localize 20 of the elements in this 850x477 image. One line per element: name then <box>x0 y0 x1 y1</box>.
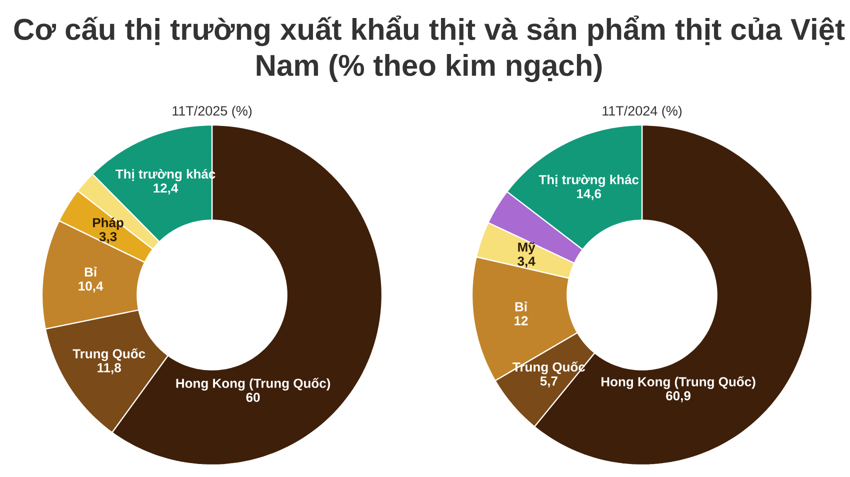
chart-subtitle: 11T/2025 (%) <box>172 106 252 118</box>
data-label: 10,4 <box>78 281 104 293</box>
data-label: 12,4 <box>154 183 178 195</box>
slice-label: Bỉ <box>84 266 97 277</box>
slice-label: Mỹ <box>518 242 536 254</box>
data-label: 3,3 <box>99 232 117 244</box>
data-label: 60 <box>246 392 260 402</box>
data-label: 14,6 <box>577 189 602 200</box>
slice-label: Bỉ <box>515 302 528 312</box>
data-label: 11,8 <box>98 363 121 374</box>
slice-label: Thị trường khác <box>538 174 639 187</box>
data-label: 60,9 <box>666 391 690 402</box>
chart-title: Cơ cấu thị trường xuất khẩu thịt và sản phẩm thịt của Việt Nam (% theo kim ngạch) <box>14 16 845 82</box>
slice-label: Trung Quốc <box>72 348 146 361</box>
slice-label: Hong Kong (Trung Quốc) <box>602 376 756 389</box>
data-label: 5,7 <box>540 376 558 388</box>
data-label: 3,4 <box>518 256 536 268</box>
data-label: 12 <box>514 316 528 326</box>
chart-subtitle: 11T/2024 (%) <box>602 106 682 118</box>
slice-label: Hong Kong (Trung Quốc) <box>176 378 330 391</box>
